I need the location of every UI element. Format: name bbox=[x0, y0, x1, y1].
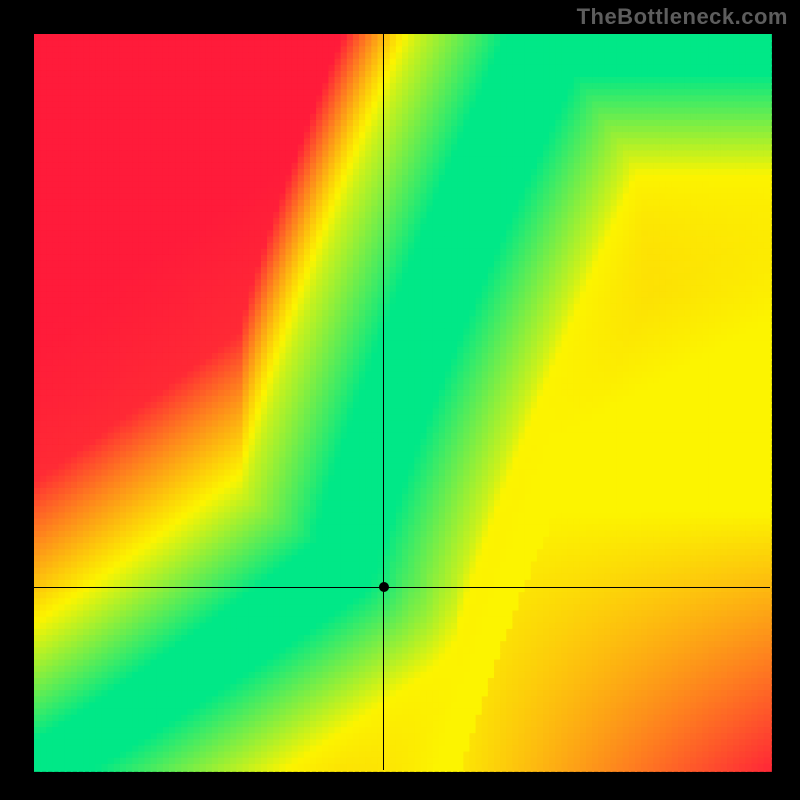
watermark-text: TheBottleneck.com bbox=[577, 4, 788, 30]
crosshair-horizontal bbox=[34, 587, 770, 588]
chart-container: { "meta": { "watermark_text": "TheBottle… bbox=[0, 0, 800, 800]
bottleneck-heatmap bbox=[0, 0, 800, 800]
crosshair-vertical bbox=[383, 34, 384, 770]
